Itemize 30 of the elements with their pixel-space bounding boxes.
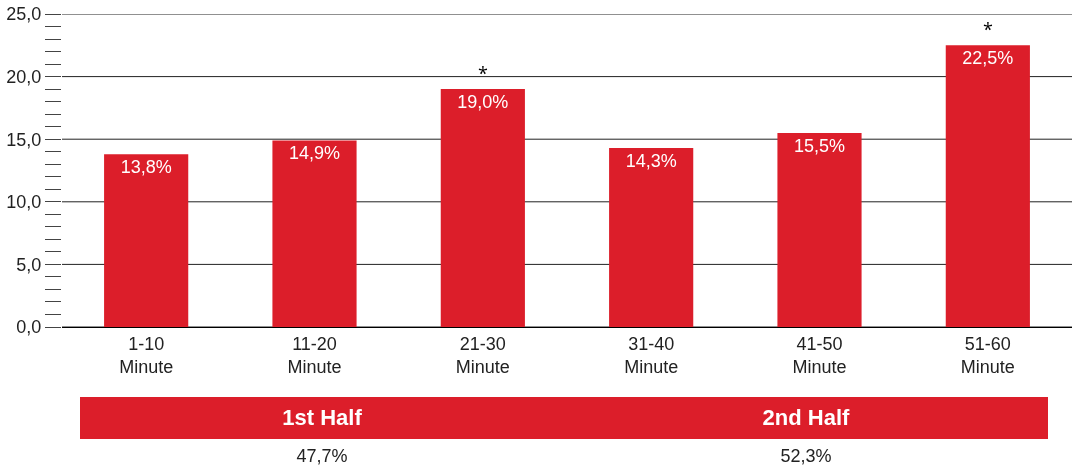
y-tick-label: 5,0 bbox=[16, 254, 42, 275]
x-tick-label: 31-40 Minute bbox=[624, 333, 679, 377]
bar bbox=[104, 154, 189, 327]
annotation: * bbox=[983, 17, 993, 41]
bar bbox=[609, 147, 694, 327]
data-label: 19,0% bbox=[457, 92, 509, 113]
data-label: 22,5% bbox=[962, 48, 1014, 69]
bar bbox=[777, 132, 862, 327]
text: 47,7% bbox=[295, 446, 349, 468]
text: 52,3% bbox=[779, 446, 833, 468]
text: 2nd Half bbox=[761, 404, 851, 432]
data-label: 15,5% bbox=[793, 135, 846, 156]
x-tick-label: 1-10 Minute bbox=[119, 333, 174, 377]
annotation: * bbox=[478, 61, 488, 85]
data-label: 14,9% bbox=[288, 143, 341, 164]
y-tick-label: 15,0 bbox=[6, 129, 42, 150]
text: 1st Half bbox=[281, 404, 363, 432]
bar bbox=[945, 45, 1030, 327]
x-tick-label: 11-20 Minute bbox=[287, 333, 342, 377]
bar bbox=[440, 89, 525, 327]
bar bbox=[272, 140, 357, 327]
y-tick-label: 25,0 bbox=[6, 4, 42, 25]
y-tick-label: 0,0 bbox=[16, 317, 42, 338]
x-tick-label: 41-50 Minute bbox=[792, 333, 847, 377]
x-tick-label: 51-60 Minute bbox=[960, 333, 1015, 377]
y-tick-label: 20,0 bbox=[6, 66, 42, 87]
y-tick-label: 10,0 bbox=[6, 192, 42, 213]
data-label: 13,8% bbox=[120, 157, 172, 178]
x-tick-label: 21-30 Minute bbox=[455, 333, 510, 377]
data-label: 14,3% bbox=[625, 150, 677, 171]
